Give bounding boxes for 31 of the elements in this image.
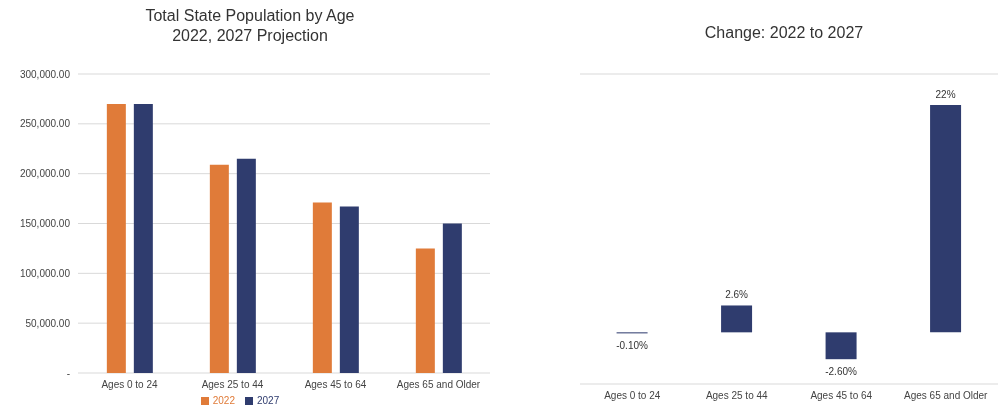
data-label: 22% bbox=[935, 89, 956, 100]
y-tick-label: 100,000.00 bbox=[19, 267, 71, 279]
x-tick-label: Ages 0 to 24 bbox=[101, 379, 159, 391]
y-tick-label: 200,000.00 bbox=[19, 168, 71, 180]
data-label: -0.10% bbox=[616, 340, 649, 352]
y-tick-label: - bbox=[66, 367, 70, 379]
legend-label: 2027 bbox=[257, 395, 280, 406]
bar bbox=[236, 158, 256, 373]
x-tick-label: Ages 25 to 44 bbox=[705, 390, 769, 402]
x-tick-label: Ages 25 to 44 bbox=[201, 379, 264, 391]
data-label: 2.6% bbox=[725, 289, 749, 301]
y-tick-label: 150,000.00 bbox=[19, 218, 71, 230]
x-tick-label: Ages 45 to 64 bbox=[810, 390, 873, 402]
x-tick-label: Ages 0 to 24 bbox=[604, 390, 661, 402]
bar bbox=[415, 248, 435, 373]
bar bbox=[106, 103, 126, 373]
bar bbox=[312, 202, 332, 373]
bar bbox=[133, 103, 153, 373]
bar bbox=[209, 164, 229, 373]
y-tick-label: 250,000.00 bbox=[19, 118, 71, 130]
bar bbox=[339, 206, 359, 373]
x-tick-label: Ages 45 to 64 bbox=[304, 379, 367, 391]
bar bbox=[442, 223, 462, 373]
x-tick-label: Ages 65 and Older bbox=[904, 390, 989, 402]
chart-title: Change: 2022 to 2027 bbox=[703, 23, 865, 43]
y-tick-label: 50,000.00 bbox=[25, 317, 71, 329]
y-tick-label: 300,000.00 bbox=[19, 68, 71, 80]
chart-title: Total State Population by Age 2022, 2027 Projection bbox=[144, 6, 356, 46]
data-label: -2.60% bbox=[825, 366, 858, 378]
x-tick-label: Ages 65 and Older bbox=[396, 379, 481, 391]
legend-label: 2022 bbox=[212, 395, 235, 406]
